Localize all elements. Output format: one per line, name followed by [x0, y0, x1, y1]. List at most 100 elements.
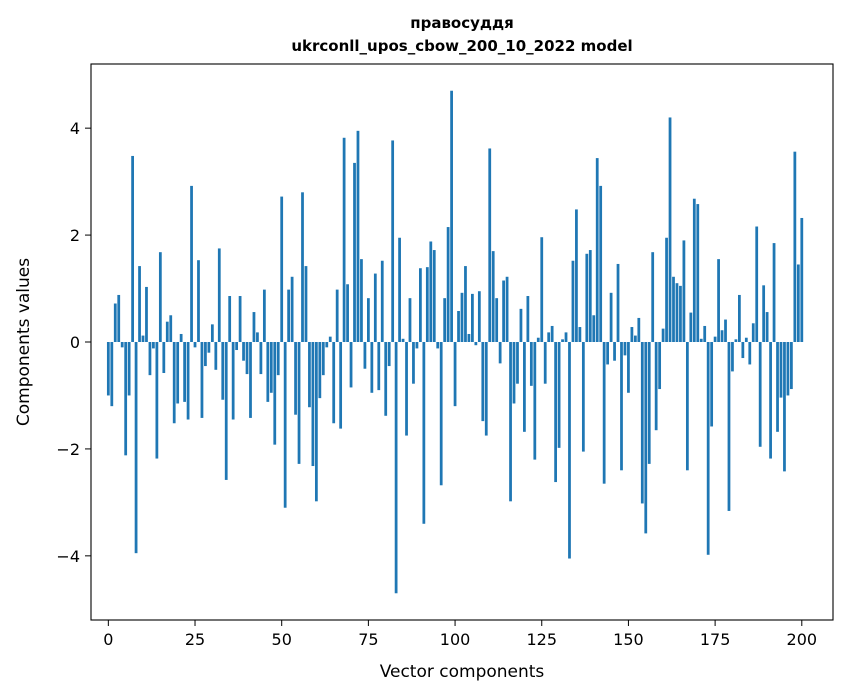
bar [238, 296, 242, 342]
bar [668, 117, 672, 343]
bar [134, 342, 138, 554]
bar [165, 321, 169, 342]
bar [380, 260, 384, 342]
chart-title: правосуддя [410, 14, 514, 32]
bar [623, 342, 627, 356]
bar [727, 342, 731, 511]
bar [720, 330, 724, 342]
bar [627, 342, 630, 393]
bar [783, 342, 786, 472]
bar [224, 342, 228, 480]
bar [460, 292, 464, 342]
bar [512, 342, 516, 404]
bar [335, 289, 339, 342]
bar [790, 342, 793, 390]
bar [651, 252, 655, 342]
bar [117, 294, 121, 342]
bar [231, 342, 235, 420]
bar [453, 342, 457, 407]
bar [633, 335, 637, 342]
bar [207, 342, 211, 353]
y-tick-label: 4 [70, 119, 80, 138]
bar [204, 342, 207, 367]
bar [467, 333, 471, 342]
y-tick-label: −4 [56, 547, 80, 566]
bar [606, 342, 610, 365]
bar [391, 140, 395, 342]
bar [575, 209, 578, 342]
x-tick-label: 50 [272, 630, 292, 649]
bar [505, 276, 509, 342]
bar [252, 312, 256, 342]
bar [197, 260, 200, 342]
bar [731, 342, 734, 372]
bar [484, 342, 488, 436]
bar [311, 342, 315, 467]
bar [280, 196, 284, 342]
bar [509, 342, 512, 502]
bar [523, 342, 526, 432]
bar [474, 342, 478, 346]
bar [138, 266, 141, 342]
bar [429, 241, 433, 342]
bar [498, 342, 502, 364]
bar [620, 342, 623, 471]
bar [415, 342, 419, 349]
bar [110, 342, 114, 407]
bar [106, 342, 110, 396]
bar [422, 342, 426, 524]
bar [328, 336, 332, 342]
bar [148, 342, 152, 376]
bar [127, 342, 131, 396]
bar [679, 285, 682, 342]
bar [710, 342, 714, 427]
bar [675, 283, 679, 342]
bar [547, 332, 551, 342]
bar [502, 280, 505, 342]
bar [419, 268, 422, 342]
bar [717, 259, 720, 342]
bar [529, 342, 533, 386]
x-axis-label: Vector components [380, 662, 545, 682]
bar [370, 342, 374, 393]
bar [446, 227, 450, 342]
bar [571, 260, 575, 342]
bar [793, 151, 797, 342]
bar [533, 342, 537, 460]
bar [592, 315, 596, 342]
bar [561, 339, 564, 342]
bar [464, 266, 467, 342]
x-tick-label: 175 [700, 630, 731, 649]
bar [210, 324, 214, 342]
bar [516, 342, 519, 384]
bar [685, 342, 689, 471]
bar [245, 342, 249, 375]
bar [169, 315, 173, 342]
bar [543, 342, 547, 384]
bar [228, 296, 232, 342]
bar [654, 342, 658, 431]
bar [713, 336, 717, 342]
bar [585, 253, 589, 342]
bar [200, 342, 204, 418]
bars-group [106, 90, 804, 594]
bar [703, 325, 707, 342]
x-tick-label: 150 [613, 630, 644, 649]
bar [276, 342, 280, 376]
bar [287, 289, 291, 342]
bar [363, 342, 367, 369]
bar [321, 342, 325, 376]
bar [786, 342, 790, 396]
bar [744, 337, 748, 342]
bar [765, 312, 769, 342]
chart-subtitle: ukrconll_upos_cbow_200_10_2022 model [291, 37, 632, 55]
bar [314, 342, 318, 502]
bar [640, 342, 644, 504]
bar [176, 342, 180, 404]
bar [304, 266, 308, 342]
bar [158, 252, 162, 342]
bar [124, 342, 128, 456]
bar [214, 342, 218, 370]
bar [748, 342, 752, 365]
